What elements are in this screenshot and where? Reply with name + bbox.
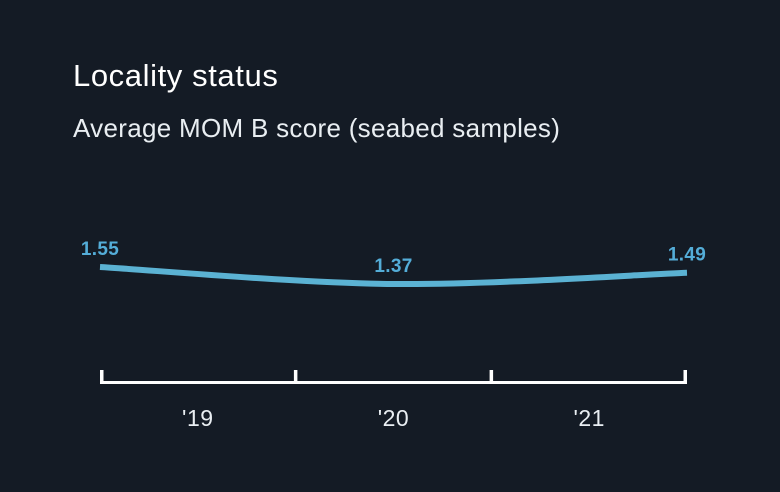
value-label-2019: 1.55 [81,239,119,260]
chart-subtitle: Average MOM B score (seabed samples) [73,113,561,143]
x-axis-label-21: '21 [573,405,604,431]
page-title: Locality status [73,58,279,93]
trend-line [99,264,688,288]
x-axis-label-19: '19 [182,405,213,431]
x-axis-line [100,381,687,384]
axis-tick-4 [683,370,687,381]
axis-tick-2 [293,370,298,381]
axis-tick-3 [489,370,494,381]
value-label-2020: 1.37 [374,256,412,277]
value-label-2021: 1.49 [668,245,706,266]
axis-tick-1 [100,370,104,381]
x-axis-label-20: '20 [378,405,409,431]
